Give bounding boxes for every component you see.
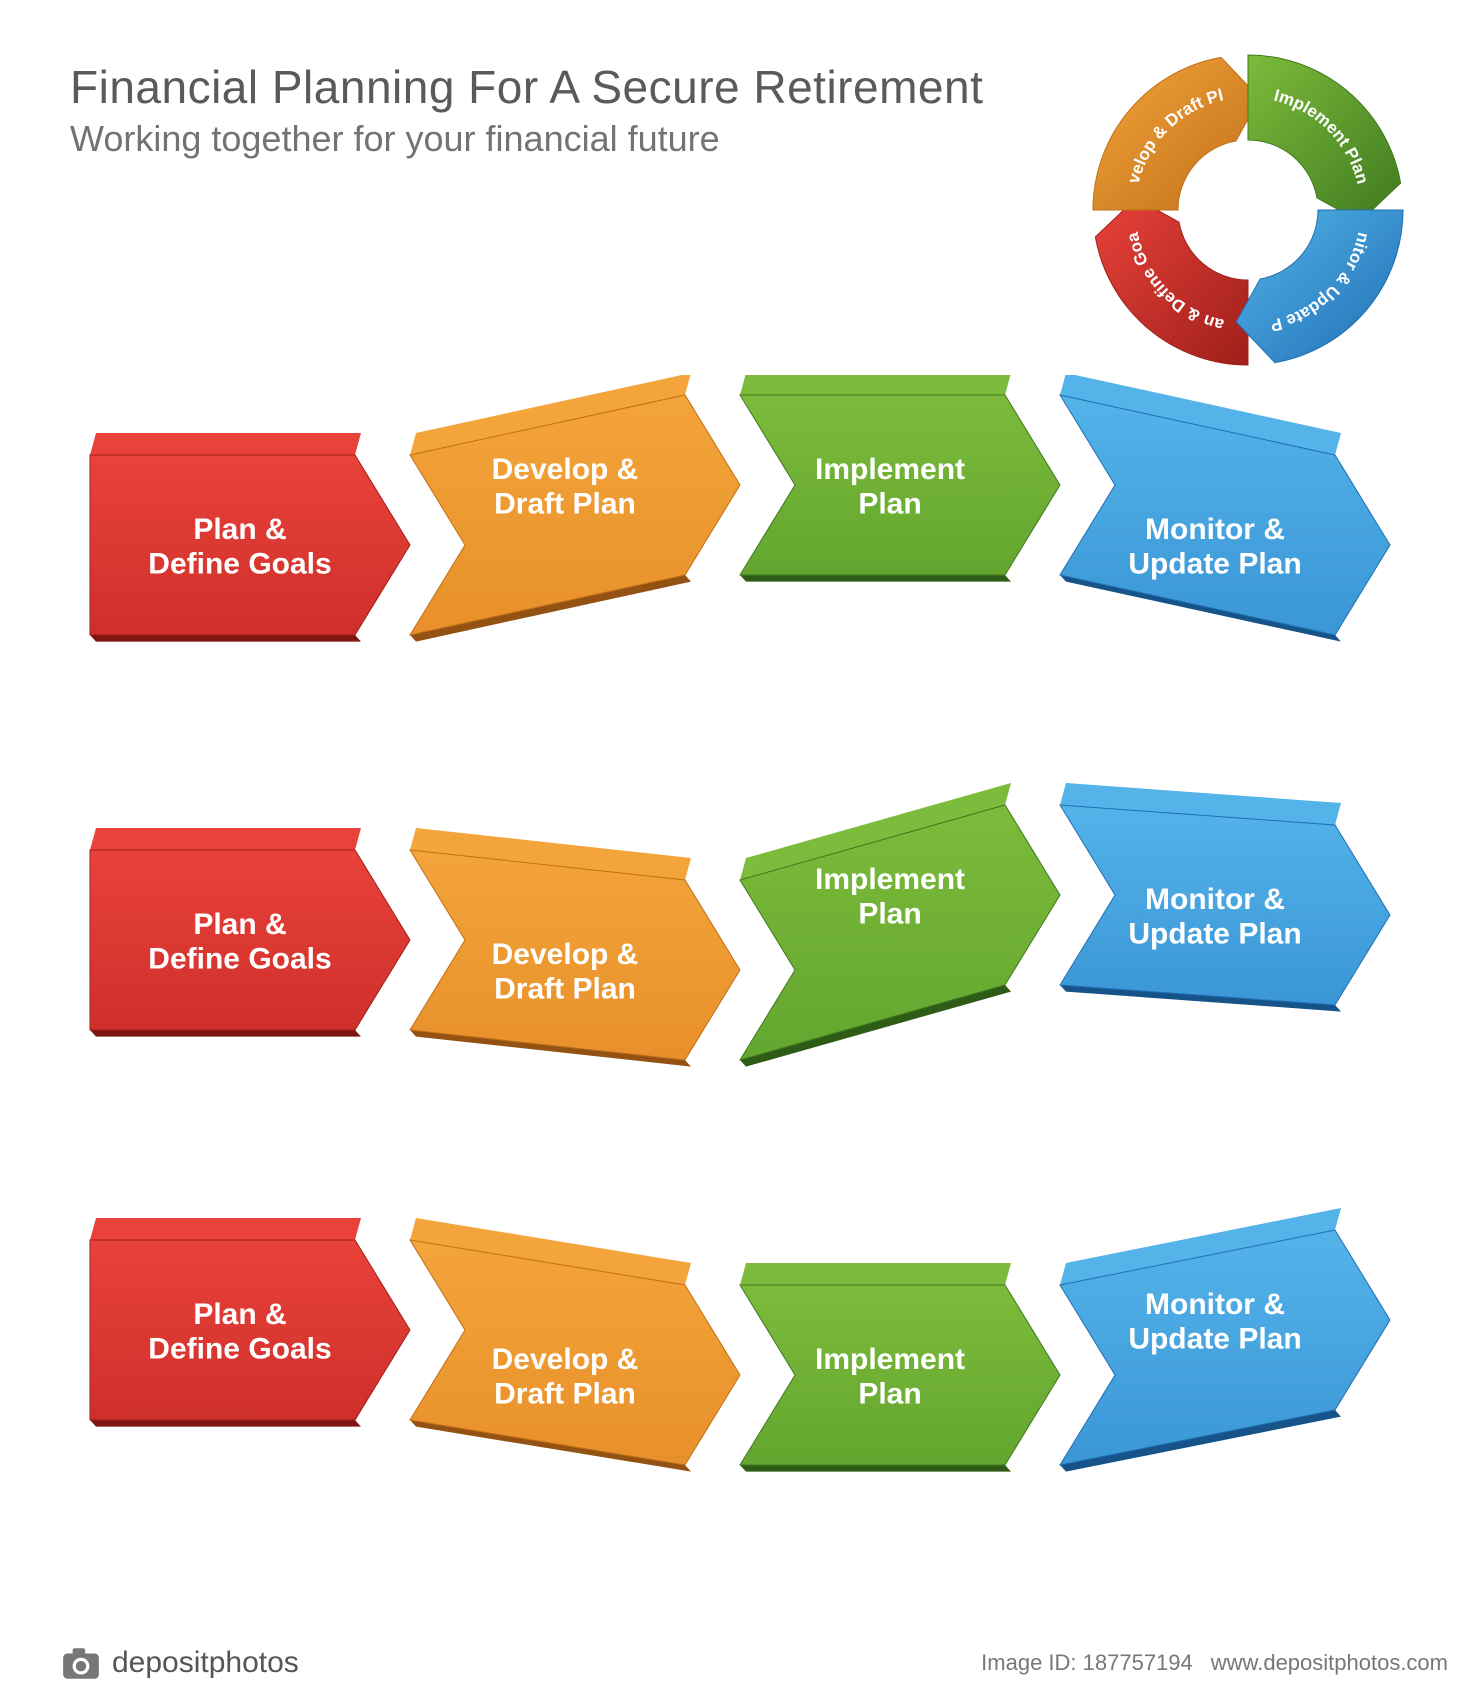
step-label-monitor-update: Monitor &Update Plan xyxy=(1128,883,1301,951)
step-label-monitor-update: Monitor &Update Plan xyxy=(1128,513,1301,581)
step-label-develop-draft: Develop &Draft Plan xyxy=(492,938,639,1006)
page-subtitle: Working together for your financial futu… xyxy=(70,118,720,160)
step-label-develop-draft: Develop &Draft Plan xyxy=(492,1343,639,1411)
step-label-monitor-update: Monitor &Update Plan xyxy=(1128,1288,1301,1356)
step-label-develop-draft: Develop &Draft Plan xyxy=(492,453,639,521)
brand-text: depositphotos xyxy=(112,1646,299,1680)
page-title: Financial Planning For A Secure Retireme… xyxy=(70,60,983,114)
depositphotos-logo: depositphotos xyxy=(60,1642,299,1684)
image-id-text: Image ID: 187757194 xyxy=(981,1650,1193,1676)
attribution-bar: depositphotos Image ID: 187757194 www.de… xyxy=(0,1626,1478,1700)
process-row-1: Plan &Define GoalsDevelop &Draft PlanImp… xyxy=(60,375,1420,695)
camera-icon xyxy=(60,1642,102,1684)
infographic-page: Financial Planning For A Secure Retireme… xyxy=(0,0,1478,1700)
process-wheel: Plan & Define GoalsDevelop & Draft PlanI… xyxy=(1078,40,1418,380)
process-row-3: Plan &Define GoalsDevelop &Draft PlanImp… xyxy=(60,1180,1420,1500)
attribution-url: www.depositphotos.com xyxy=(1211,1650,1448,1676)
process-row-2: Plan &Define GoalsDevelop &Draft PlanImp… xyxy=(60,760,1420,1080)
